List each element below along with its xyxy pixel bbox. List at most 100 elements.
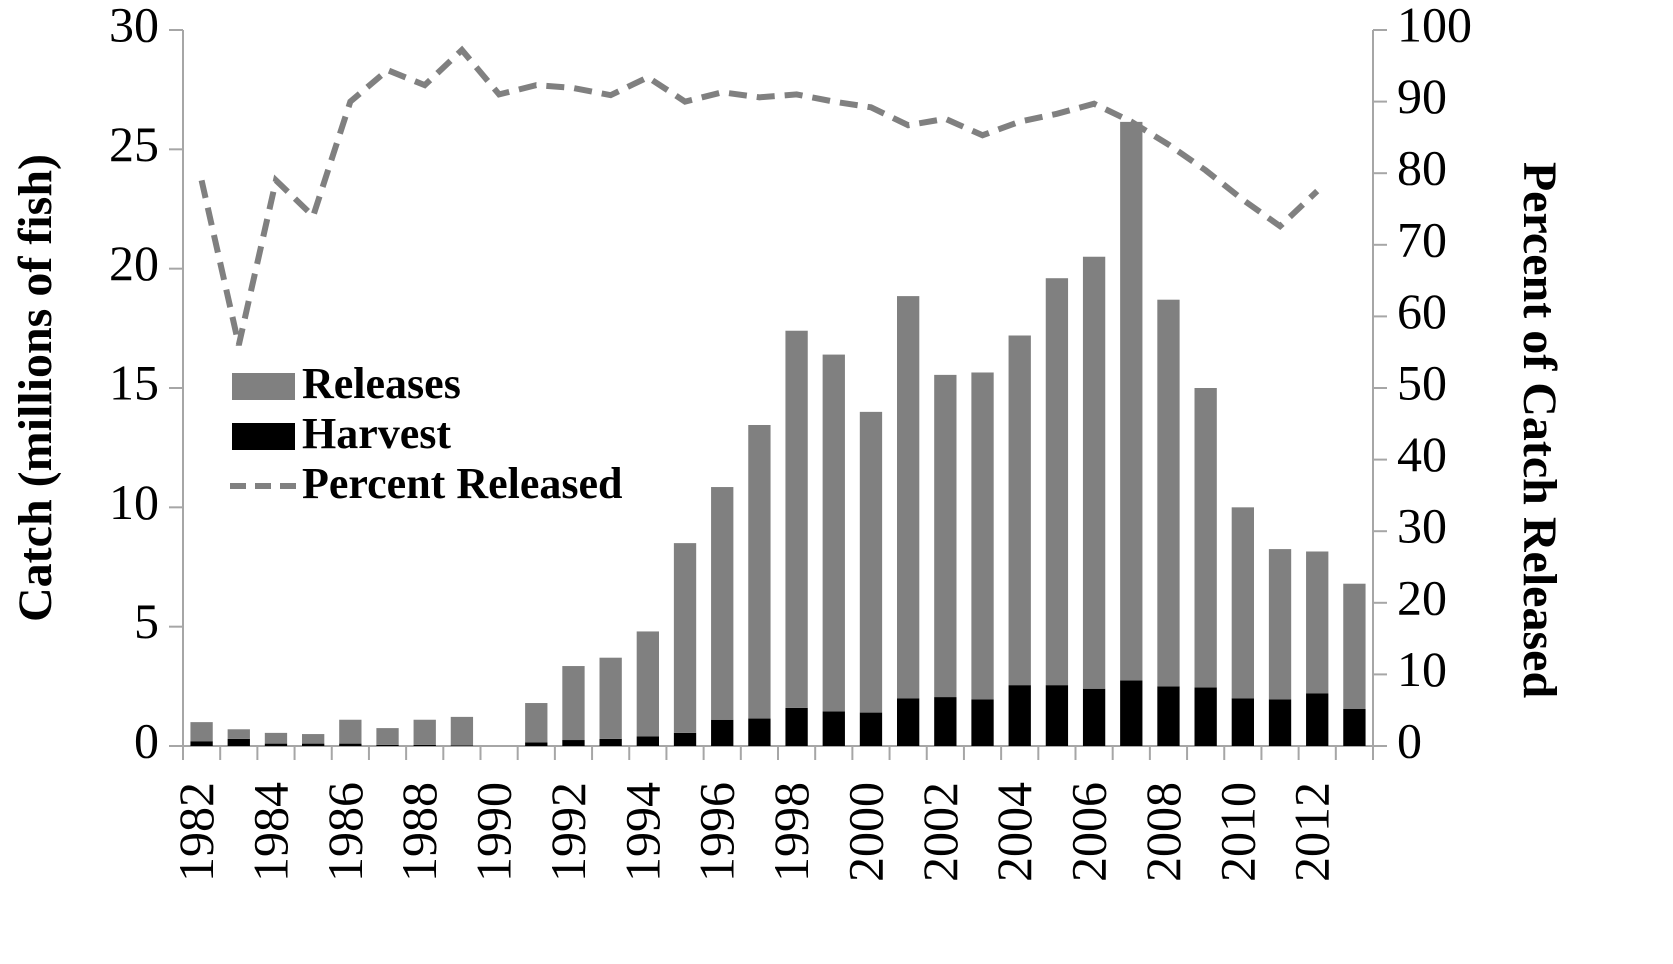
bar	[376, 728, 399, 745]
bar	[822, 711, 845, 746]
bar	[264, 743, 288, 746]
x-tick-label: 1994	[614, 782, 670, 882]
legend-label: Releases	[302, 359, 461, 408]
bar	[673, 732, 697, 746]
bar	[562, 740, 585, 746]
y2-tick-label: 50	[1397, 354, 1447, 410]
bar	[1194, 687, 1217, 746]
x-tick-label: 2010	[1209, 782, 1265, 882]
bar	[1082, 688, 1106, 746]
bar	[711, 487, 734, 720]
bar	[1045, 278, 1069, 686]
y2-tick-label: 0	[1397, 712, 1422, 768]
legend-label: Percent Released	[302, 459, 623, 508]
bar	[748, 424, 771, 719]
x-tick-label: 1986	[317, 782, 373, 882]
x-tick-label: 1988	[391, 782, 447, 882]
y2-tick-label: 10	[1397, 641, 1447, 697]
bar	[1268, 699, 1292, 746]
bar	[1231, 698, 1254, 746]
x-tick-label: 1996	[689, 782, 745, 882]
bar	[264, 732, 288, 744]
x-tick-label: 2004	[986, 782, 1042, 882]
y2-tick-label: 100	[1397, 0, 1472, 52]
y2-axis-title: Percent of Catch Released	[1513, 162, 1566, 699]
y-tick-label: 15	[109, 354, 159, 410]
bar	[525, 703, 548, 743]
y2-tick-label: 20	[1397, 569, 1447, 625]
bar	[1082, 256, 1106, 689]
x-tick-label: 2012	[1284, 782, 1340, 882]
x-tick-label: 2006	[1061, 782, 1117, 882]
bar	[1268, 549, 1292, 700]
bar	[1194, 388, 1217, 688]
bar	[859, 712, 883, 746]
bar	[190, 722, 213, 742]
bar	[897, 296, 920, 699]
bar	[1343, 583, 1366, 710]
x-tick-label: 1990	[466, 782, 522, 882]
bar	[190, 741, 213, 746]
bar	[413, 719, 436, 745]
bar	[450, 716, 474, 746]
bar	[971, 699, 994, 746]
bar	[1008, 335, 1031, 686]
bar	[562, 666, 585, 741]
bar	[1306, 693, 1329, 746]
line-series	[198, 45, 1320, 346]
bar	[822, 354, 845, 712]
bar	[859, 411, 883, 713]
y-tick-label: 10	[109, 474, 159, 530]
bar	[1157, 299, 1180, 687]
bar	[413, 744, 436, 746]
bar	[897, 698, 920, 746]
y-tick-label: 0	[134, 712, 159, 768]
y2-tick-label: 40	[1397, 426, 1447, 482]
x-tick-label: 1992	[540, 782, 596, 882]
bar	[934, 697, 957, 746]
bar	[339, 719, 362, 744]
bar	[711, 719, 734, 746]
bar	[636, 736, 659, 746]
x-tick-label: 2002	[912, 782, 968, 882]
bar	[1306, 551, 1329, 694]
bar	[971, 372, 994, 700]
bar	[302, 743, 325, 746]
bar	[1120, 680, 1143, 746]
bar	[1231, 507, 1254, 699]
bar	[599, 738, 622, 746]
legend-label: Harvest	[302, 409, 451, 458]
bar	[227, 738, 250, 746]
x-tick-label: 1998	[763, 782, 819, 882]
bar	[339, 743, 362, 746]
bar	[525, 742, 548, 746]
bar	[302, 734, 325, 744]
bar	[785, 707, 808, 746]
y-tick-label: 5	[134, 593, 159, 649]
bar	[227, 729, 250, 739]
bar	[785, 330, 808, 708]
bar	[599, 657, 622, 739]
y2-tick-label: 70	[1397, 211, 1447, 267]
legend-swatch	[232, 373, 295, 400]
bar	[673, 543, 697, 733]
bar	[636, 631, 659, 737]
x-tick-label: 1982	[168, 782, 224, 882]
bar	[1045, 685, 1069, 746]
y-tick-label: 20	[109, 235, 159, 291]
bar	[748, 718, 771, 746]
x-tick-label: 2000	[837, 782, 893, 882]
y2-tick-label: 30	[1397, 498, 1447, 554]
y2-tick-label: 90	[1397, 68, 1447, 124]
bar	[376, 744, 399, 746]
y-tick-label: 25	[109, 116, 159, 172]
y2-tick-label: 60	[1397, 283, 1447, 339]
legend-swatch	[232, 423, 295, 450]
y2-tick-label: 80	[1397, 140, 1447, 196]
bar	[934, 374, 957, 698]
bar	[1157, 686, 1180, 746]
y-axis-title: Catch (millions of fish)	[9, 154, 62, 622]
y-tick-label: 30	[109, 0, 159, 52]
